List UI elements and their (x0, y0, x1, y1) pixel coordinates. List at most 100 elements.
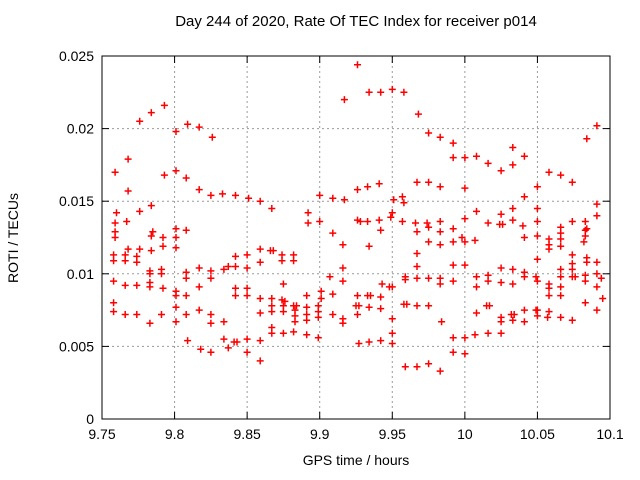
x-tick-label: 10 (457, 426, 473, 442)
data-point (195, 264, 203, 272)
data-point (520, 234, 528, 241)
data-point (436, 367, 444, 375)
data-point (388, 315, 396, 323)
data-point (355, 302, 363, 310)
data-point (224, 263, 232, 270)
data-point (133, 258, 141, 266)
data-point (403, 300, 411, 308)
data-point (378, 280, 386, 288)
data-point (367, 292, 374, 300)
data-point (400, 199, 408, 207)
data-point (268, 308, 276, 316)
data-point (172, 244, 180, 252)
data-point (557, 273, 565, 281)
data-point (593, 258, 601, 266)
data-point (436, 133, 444, 141)
data-point (219, 190, 226, 198)
data-point (133, 281, 141, 289)
data-point (268, 329, 276, 337)
data-point (197, 345, 205, 353)
data-point (356, 218, 364, 225)
data-point (136, 117, 144, 125)
data-point (146, 270, 154, 278)
data-point (220, 265, 228, 273)
data-point (388, 283, 396, 291)
data-point (473, 283, 480, 291)
data-point (354, 311, 361, 318)
data-point (436, 218, 444, 225)
data-point (461, 238, 469, 246)
data-point (390, 196, 398, 204)
data-point (208, 133, 216, 141)
data-point (146, 283, 154, 291)
data-point (365, 338, 373, 346)
data-point (111, 219, 119, 227)
data-point (593, 283, 601, 291)
data-point (113, 209, 120, 217)
data-point (388, 329, 396, 337)
data-point (149, 228, 157, 236)
data-point (461, 350, 469, 358)
data-point (291, 318, 299, 326)
data-point (339, 264, 347, 272)
plot-border (101, 55, 611, 420)
data-point (545, 245, 553, 253)
data-point (398, 218, 406, 225)
data-point (158, 311, 165, 318)
data-point (207, 191, 215, 199)
data-point (224, 344, 232, 352)
data-point (232, 263, 239, 270)
data-point (497, 264, 505, 272)
data-point (458, 234, 466, 241)
data-point (243, 284, 251, 292)
data-point (413, 228, 421, 236)
data-point (425, 302, 433, 310)
data-point (545, 292, 553, 300)
data-point (182, 274, 190, 282)
data-point (184, 337, 192, 345)
data-point (136, 207, 144, 215)
data-point (499, 220, 507, 228)
data-point (413, 263, 421, 270)
data-point (354, 186, 361, 194)
data-point (124, 155, 132, 163)
data-point (583, 258, 591, 266)
data-point (146, 319, 154, 327)
data-point (520, 273, 528, 281)
data-point (388, 85, 396, 93)
data-point (473, 152, 480, 160)
data-point (425, 223, 433, 231)
data-point (182, 268, 190, 276)
data-point (314, 302, 322, 310)
data-point (413, 274, 421, 282)
y-tick-label: 0.015 (59, 193, 94, 209)
data-point (497, 279, 505, 286)
data-point (484, 277, 492, 285)
data-point (159, 234, 167, 241)
y-tick-label: 0.01 (67, 266, 94, 282)
data-point (557, 229, 565, 237)
y-tick-label: 0.025 (59, 48, 94, 64)
data-point (160, 101, 168, 109)
data-point (364, 218, 372, 225)
data-point (339, 241, 347, 249)
data-point (278, 257, 286, 265)
data-point (207, 267, 215, 275)
data-point (133, 311, 141, 318)
data-point (413, 178, 421, 186)
x-tick-label: 9.8 (165, 426, 185, 442)
data-point (497, 329, 505, 337)
data-point (461, 215, 469, 223)
data-point (473, 273, 480, 281)
data-point (121, 257, 129, 265)
data-point (388, 340, 396, 347)
data-point (520, 318, 528, 326)
data-point (484, 219, 492, 227)
data-point (497, 167, 505, 175)
x-tick-label: 10.05 (520, 426, 555, 442)
data-point (243, 264, 251, 272)
data-point (314, 334, 322, 342)
data-point (365, 242, 373, 250)
data-point (449, 238, 457, 246)
data-point (160, 171, 168, 179)
